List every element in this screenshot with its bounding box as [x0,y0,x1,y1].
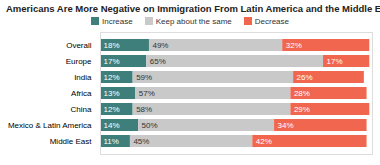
svg-text:Europe: Europe [66,57,92,66]
svg-text:Africa: Africa [71,89,92,98]
svg-text:17%: 17% [327,57,343,66]
svg-text:65%: 65% [150,57,166,66]
svg-text:42%: 42% [256,137,272,146]
svg-text:59%: 59% [136,73,152,82]
svg-text:12%: 12% [104,73,120,82]
svg-text:18%: 18% [104,41,120,50]
svg-text:45%: 45% [133,137,149,146]
svg-text:17%: 17% [104,57,120,66]
html-text:Decrease: Decrease [254,16,289,26]
svg-text:12%: 12% [104,105,120,114]
svg-text:28%: 28% [294,89,310,98]
svg-text:China: China [71,105,92,114]
svg-text:11%: 11% [104,137,119,146]
svg-text:57%: 57% [139,89,155,98]
svg-text:34%: 34% [278,121,294,130]
svg-text:32%: 32% [286,41,302,50]
html-text:Increase: Increase [102,16,133,26]
svg-text:26%: 26% [297,73,313,82]
svg-text:Mexico & Latin America: Mexico & Latin America [8,121,92,130]
svg-text:India: India [74,73,92,82]
svg-text:50%: 50% [142,121,158,130]
html-text:Keep about the same: Keep about the same [155,16,232,26]
svg-text:Middle East: Middle East [50,137,93,146]
svg-text:Overall: Overall [66,41,92,50]
svg-text:49%: 49% [152,41,168,50]
svg-text:14%: 14% [104,121,120,130]
svg-text:29%: 29% [294,105,310,114]
svg-text:58%: 58% [136,105,152,114]
svg-text:13%: 13% [104,89,120,98]
